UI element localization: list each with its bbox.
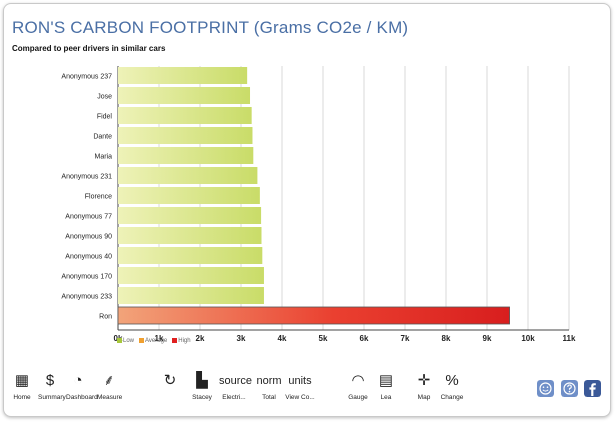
- category-label: Fidel: [97, 114, 113, 121]
- toolbar-measure-label: Measure: [97, 394, 123, 401]
- toolbar-units-label: View Co...: [285, 394, 315, 401]
- bar: [117, 306, 510, 325]
- category-label: Ron: [99, 314, 112, 321]
- legend-swatch: [117, 338, 122, 343]
- help-icon[interactable]: [561, 380, 578, 397]
- toolbar-dashboard-button[interactable]: ◔ Dashboard: [66, 370, 98, 401]
- bar: [118, 67, 248, 84]
- map-icon: ✛: [417, 372, 431, 389]
- legend-swatch: [172, 338, 178, 343]
- toolbar-norm-label: Total: [262, 394, 276, 401]
- bottom-toolbar: ▦ Home $ Summary ◔ Dashboard ⸙ Measure ↻ ▙ Stacey s…: [0, 370, 615, 414]
- bar-chart: Anonymous 237 Jose Fidel Dante Maria Anonymou…: [61, 66, 576, 343]
- percent-icon: %: [445, 372, 459, 389]
- toolbar-units-button[interactable]: units View Co...: [285, 370, 315, 401]
- footprint-icon: ⸙: [103, 372, 115, 389]
- toolbar-units-word: units: [288, 375, 312, 387]
- x-tick-label: 4k: [278, 334, 287, 343]
- toolbar-change-label: Change: [440, 394, 464, 401]
- chart-legend: Low Average High: [117, 338, 196, 344]
- toolbar-map-button[interactable]: ✛ Map: [412, 370, 436, 401]
- category-label: Anonymous 170: [61, 274, 112, 281]
- legend-item: Average: [139, 338, 167, 344]
- toolbar-map-label: Map: [417, 394, 431, 401]
- category-label: Florence: [85, 194, 112, 201]
- toolbar-source-label: Electri...: [222, 394, 246, 401]
- toolbar-history-button[interactable]: ↻: [158, 370, 182, 394]
- toolbar-home-button[interactable]: ▦ Home: [10, 370, 34, 401]
- legend-label: Low: [123, 338, 135, 345]
- toolbar-change-button[interactable]: % Change: [440, 370, 464, 401]
- bar: [118, 107, 252, 124]
- toolbar-home-label: Home: [13, 394, 31, 401]
- category-label: Jose: [97, 94, 112, 101]
- toolbar-stacey-button[interactable]: ▙ Stacey: [190, 370, 214, 401]
- bar: [118, 247, 263, 264]
- x-tick-label: 10k: [521, 334, 535, 343]
- bar: [118, 287, 264, 304]
- toolbar-norm-word: norm: [256, 375, 282, 387]
- bar: [118, 187, 260, 204]
- x-tick-label: 8k: [442, 334, 451, 343]
- x-tick-label: 6k: [360, 334, 369, 343]
- category-label: Anonymous 40: [65, 254, 112, 261]
- bar: [118, 147, 254, 164]
- chart-subtitle: Compared to peer drivers in similar cars: [12, 44, 166, 53]
- toolbar-norm-button[interactable]: norm Total: [254, 370, 284, 401]
- category-label: Anonymous 90: [65, 234, 112, 241]
- toolbar-summary-button[interactable]: $ Summary: [38, 370, 66, 401]
- building-icon: ▙: [196, 372, 208, 389]
- gauge-icon: ◠: [351, 372, 365, 389]
- chart-title: RON'S CARBON FOOTPRINT (Grams CO2e / KM): [12, 18, 409, 37]
- category-label: Dante: [93, 134, 112, 141]
- smiley-icon[interactable]: [537, 380, 554, 397]
- toolbar-dashboard-label: Dashboard: [66, 394, 98, 401]
- dashboard-icon: ◔: [73, 372, 83, 389]
- x-tick-label: 5k: [319, 334, 328, 343]
- toolbar-summary-label: Summary: [38, 394, 66, 401]
- toolbar-gauge-button[interactable]: ◠ Gauge: [346, 370, 370, 401]
- toolbar-source-button[interactable]: source Electri...: [219, 370, 253, 401]
- category-label: Anonymous 233: [61, 294, 112, 301]
- x-tick-label: 7k: [401, 334, 410, 343]
- x-tick-label: 11k: [563, 334, 576, 343]
- legend-swatch: [139, 338, 145, 343]
- category-label: Anonymous 237: [61, 74, 112, 81]
- history-icon: ↻: [163, 372, 177, 389]
- category-label: Anonymous 77: [65, 214, 112, 221]
- x-tick-label: 1k: [155, 334, 164, 343]
- bar: [118, 167, 258, 184]
- bar: [118, 207, 262, 224]
- chart-card: [3, 3, 611, 417]
- leaderboard-icon: ▤: [378, 372, 394, 389]
- toolbar-leaderboard-label: Lea: [380, 394, 392, 401]
- x-tick-label: 2k: [196, 334, 205, 343]
- grid-icon: ▦: [14, 372, 30, 389]
- toolbar-source-word: source: [219, 375, 253, 387]
- legend-item: Low: [117, 338, 134, 344]
- bar: [118, 87, 251, 104]
- legend-label: High: [178, 338, 191, 345]
- facebook-icon[interactable]: [584, 380, 601, 397]
- bar: [118, 267, 264, 284]
- x-tick-label: 9k: [483, 334, 492, 343]
- bar: [118, 227, 262, 244]
- toolbar-stacey-label: Stacey: [192, 394, 212, 401]
- toolbar-measure-button[interactable]: ⸙ Measure: [97, 370, 123, 401]
- summary-icon: $: [45, 372, 55, 389]
- category-label: Maria: [94, 154, 112, 161]
- x-tick-label: 3k: [237, 334, 246, 343]
- toolbar-gauge-label: Gauge: [348, 394, 368, 401]
- legend-item: High: [172, 338, 191, 345]
- category-label: Anonymous 231: [61, 174, 112, 181]
- toolbar-leaderboard-button[interactable]: ▤ Lea: [374, 370, 398, 401]
- bar: [118, 127, 253, 144]
- legend-label: Average: [145, 338, 168, 345]
